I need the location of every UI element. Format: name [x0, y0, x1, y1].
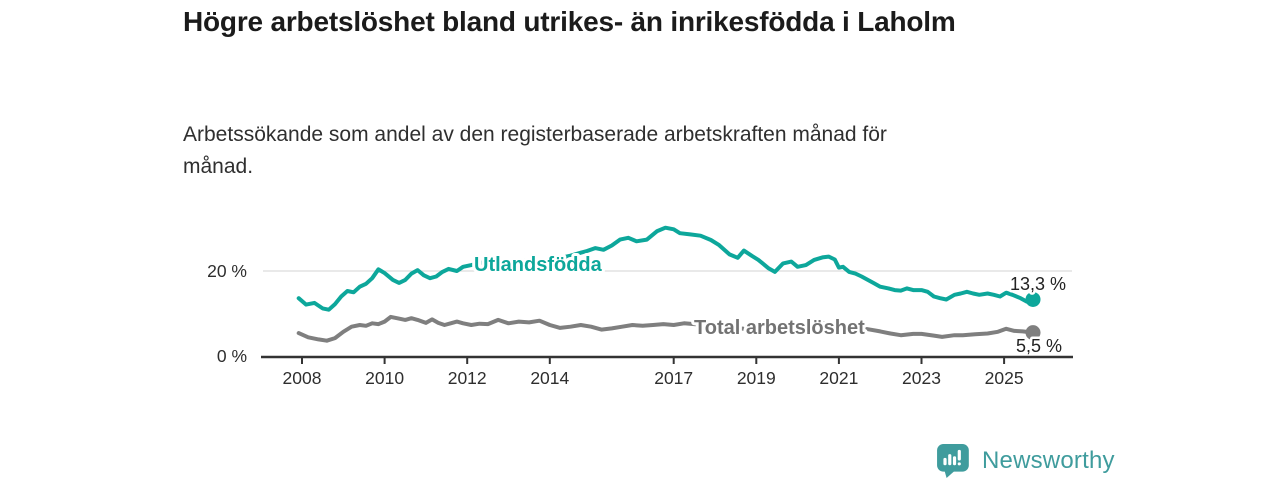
series-end-dot-1 [1025, 325, 1041, 341]
x-axis-tick-label: 2025 [985, 368, 1024, 388]
x-axis-tick-label: 2010 [365, 368, 404, 388]
x-axis-tick-label: 2019 [737, 368, 776, 388]
series-end-dot-0 [1025, 291, 1041, 307]
y-axis-tick-label: 0 % [217, 346, 247, 366]
page-title: Högre arbetslöshet bland utrikes- än inr… [183, 6, 956, 37]
series-label-0: Utlandsfödda [474, 254, 603, 276]
brand-footer: Newsworthy [936, 444, 1115, 478]
x-axis-tick-label: 2023 [902, 368, 941, 388]
x-axis-tick-label: 2017 [654, 368, 693, 388]
series-label-1: Total arbetslöshet [694, 317, 865, 339]
series-line-0 [296, 225, 1035, 312]
series-line-1 [296, 314, 1035, 343]
series-end-value-1: 5,5 % [1016, 336, 1062, 356]
newsworthy-logo-icon [937, 444, 969, 478]
x-axis-tick-label: 2008 [283, 368, 322, 388]
series-end-value-0: 13,3 % [1010, 274, 1066, 294]
brand-name: Newsworthy [982, 447, 1115, 474]
x-axis-tick-label: 2012 [448, 368, 487, 388]
page-subtitle: Arbetssökande som andel av den registerb… [183, 123, 887, 178]
x-axis-tick-label: 2014 [530, 368, 569, 388]
y-axis-tick-label: 20 % [207, 261, 247, 281]
x-axis-tick-label: 2021 [819, 368, 858, 388]
